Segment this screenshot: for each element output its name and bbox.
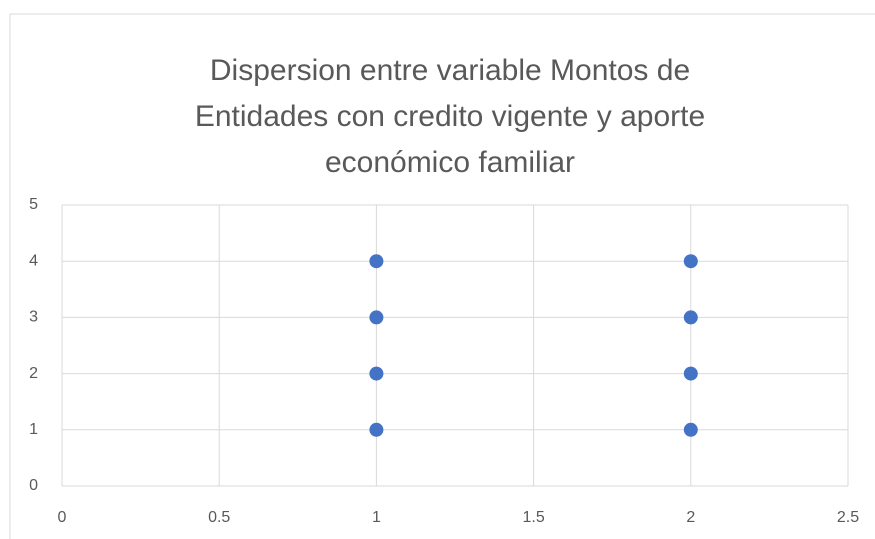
- point: [369, 254, 384, 269]
- point: [683, 366, 698, 381]
- point: [369, 366, 384, 381]
- point: [369, 310, 384, 325]
- chart-title: Dispersion entre variable Montos de Enti…: [194, 54, 706, 179]
- x-tick-label: 0: [58, 509, 67, 526]
- y-tick-label: 0: [29, 477, 38, 494]
- y-tick-label: 1: [29, 421, 38, 438]
- point: [683, 310, 698, 325]
- y-tick-label: 5: [29, 196, 38, 213]
- x-tick-label: 2.5: [837, 509, 859, 526]
- y-tick-label: 2: [29, 365, 38, 382]
- x-tick-label: 0.5: [208, 509, 230, 526]
- y-tick-label: 4: [29, 252, 38, 269]
- point: [683, 422, 698, 437]
- point: [369, 422, 384, 437]
- point: [683, 254, 698, 269]
- x-tick-label: 1: [372, 509, 381, 526]
- y-tick-label: 3: [29, 309, 38, 326]
- x-tick-label: 1.5: [522, 509, 544, 526]
- chart-border: [9, 13, 875, 539]
- x-tick-label: 2: [686, 509, 695, 526]
